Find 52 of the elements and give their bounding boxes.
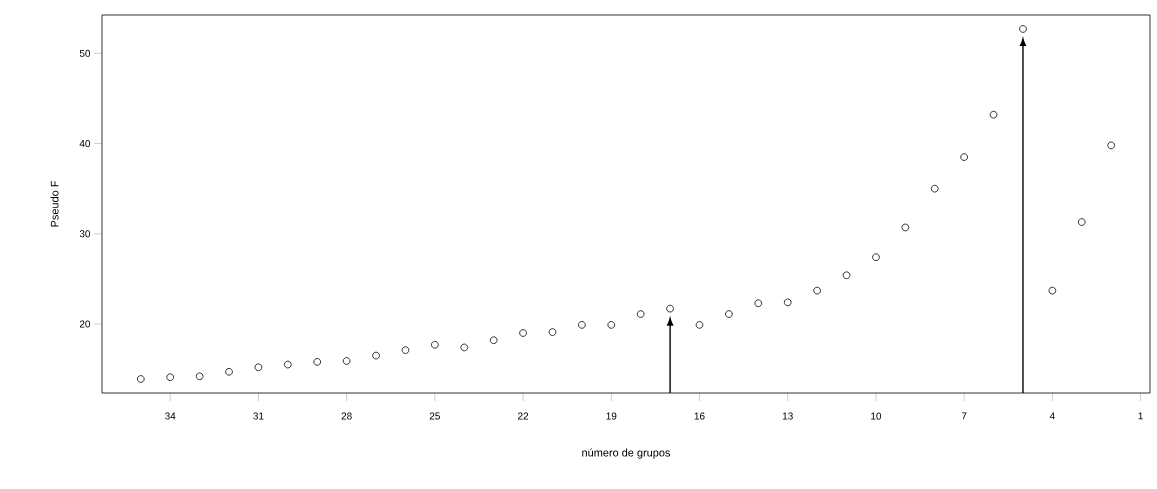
point <box>872 253 880 262</box>
x-tick-label: 10 <box>871 412 882 420</box>
point <box>578 321 586 329</box>
point <box>901 223 910 232</box>
point <box>607 321 616 329</box>
x-tick-label: 19 <box>606 412 617 420</box>
x-tick-label: 25 <box>429 412 440 420</box>
y-tick-label: 30 <box>79 230 91 238</box>
point <box>548 328 557 336</box>
point <box>636 310 645 318</box>
point <box>372 351 380 360</box>
point <box>431 340 439 349</box>
point <box>930 184 939 193</box>
y-tick-label: 20 <box>79 320 91 328</box>
point <box>989 110 998 119</box>
point <box>1048 286 1057 295</box>
point <box>813 286 821 295</box>
y-tick-label: 40 <box>79 140 91 148</box>
point <box>519 329 527 337</box>
point <box>783 298 792 307</box>
point <box>725 310 733 318</box>
y-tick-label: 50 <box>79 49 91 57</box>
point <box>754 299 763 308</box>
point <box>842 271 851 280</box>
point <box>695 321 704 329</box>
point <box>284 360 292 369</box>
x-tick-label: 31 <box>253 412 264 420</box>
point <box>1077 218 1086 226</box>
x-tick-label: 7 <box>961 412 967 420</box>
x-axis-title: número de grupos <box>582 448 671 459</box>
point <box>401 346 410 354</box>
point <box>225 368 233 376</box>
point <box>489 336 498 345</box>
x-tick-label: 34 <box>165 412 176 420</box>
x-tick-label: 13 <box>782 412 793 420</box>
x-tick-label: 4 <box>1049 412 1055 420</box>
y-axis-title: Pseudo F <box>50 181 59 227</box>
x-tick-label: 28 <box>341 412 352 420</box>
point <box>460 343 469 352</box>
point <box>195 372 204 381</box>
point <box>1107 141 1115 150</box>
x-tick-label: 22 <box>518 412 529 420</box>
point <box>666 304 674 313</box>
point <box>313 358 322 366</box>
point <box>342 357 351 365</box>
x-tick-label: 16 <box>694 412 705 420</box>
point <box>137 375 145 383</box>
point <box>960 153 968 161</box>
point <box>1019 25 1027 33</box>
x-tick-label: 1 <box>1138 412 1143 420</box>
point <box>166 373 175 382</box>
point <box>254 363 263 372</box>
